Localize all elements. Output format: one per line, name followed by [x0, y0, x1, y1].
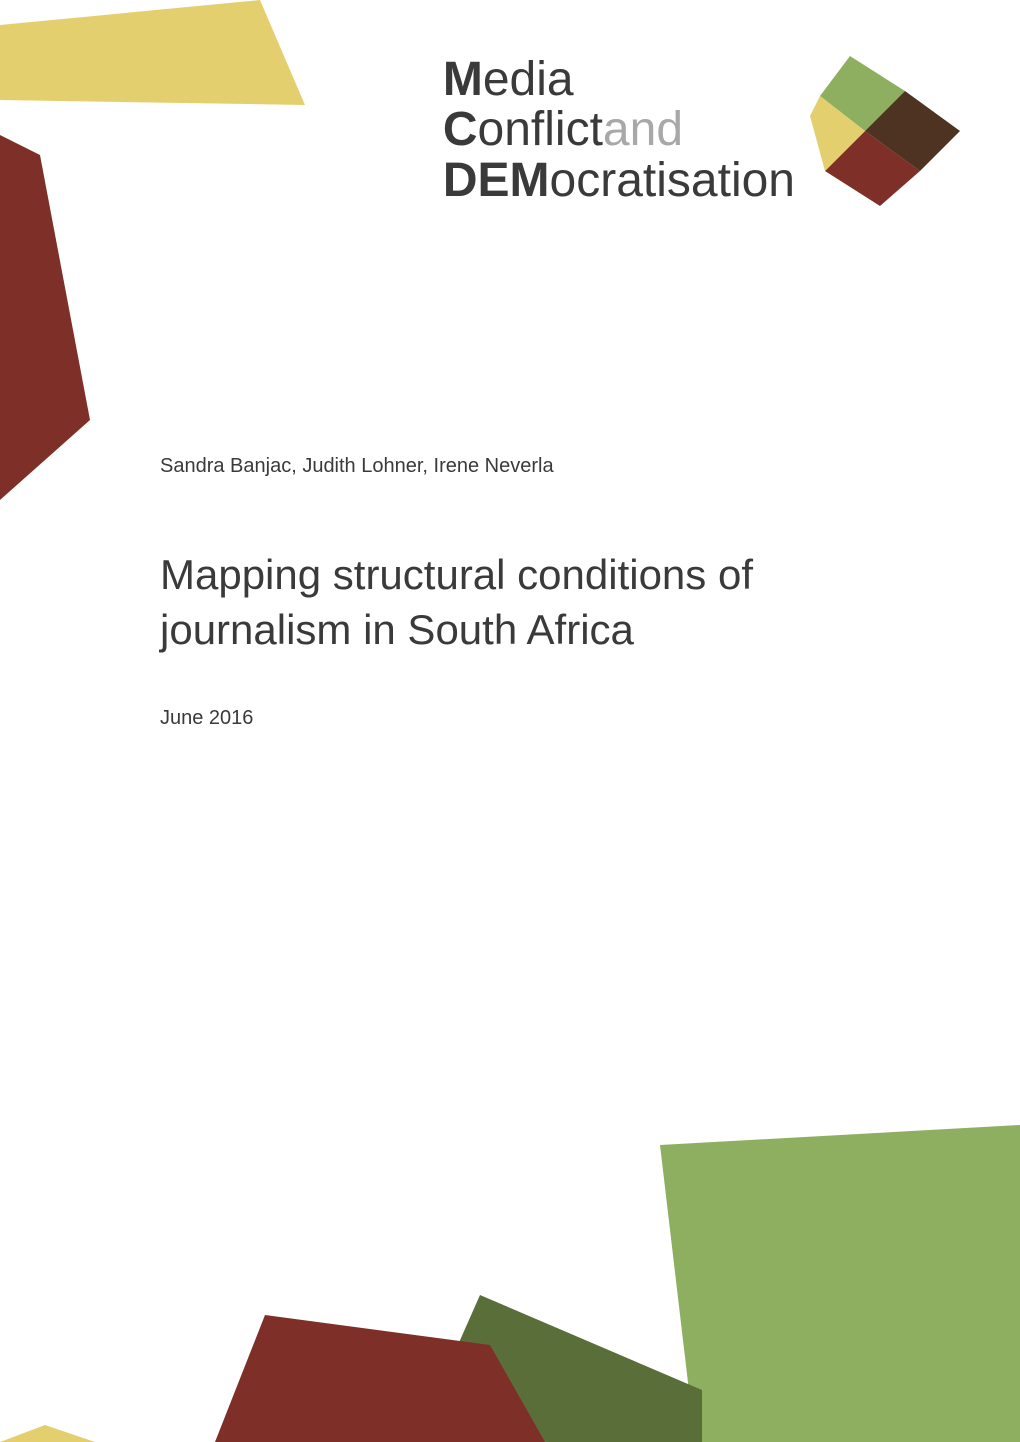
logo-line2-rest: onflict — [478, 103, 603, 156]
logo-line3-rest: ocratisation — [550, 154, 795, 207]
document-page: Media Conflictand DEMocratisation Sandra… — [0, 0, 1020, 1442]
logo-line1-rest: edia — [483, 53, 574, 106]
logo-line2-light: and — [603, 103, 683, 156]
shape-bottom-yellow — [0, 1425, 95, 1442]
logo: Media Conflictand DEMocratisation — [400, 55, 960, 206]
logo-line1-bold: M — [443, 53, 483, 106]
logo-line3-bold: DEM — [443, 154, 550, 207]
document-title: Mapping structural conditions of journal… — [160, 548, 860, 657]
shape-bottomright-green — [660, 1125, 1020, 1442]
logo-text: Media Conflictand DEMocratisation — [443, 55, 795, 206]
shape-topleft-yellow — [0, 0, 305, 105]
authors: Sandra Banjac, Judith Lohner, Irene Neve… — [160, 455, 860, 478]
document-date: June 2016 — [160, 707, 860, 730]
logo-line2-bold: C — [443, 103, 478, 156]
shape-left-maroon — [0, 135, 90, 500]
logo-line2: Conflictand — [443, 105, 795, 155]
logo-line3: DEMocratisation — [443, 156, 795, 206]
logo-mark — [810, 56, 960, 206]
logo-line1: Media — [443, 55, 795, 105]
content: Sandra Banjac, Judith Lohner, Irene Neve… — [160, 455, 860, 730]
